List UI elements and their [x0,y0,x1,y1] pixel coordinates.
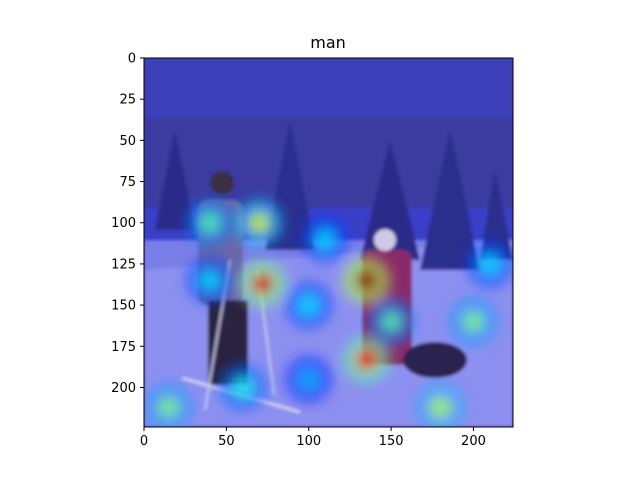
y-axis: 0 25 50 75 100 125 150 175 200 [111,52,144,396]
y-tick-label: 100 [111,216,136,231]
heat-spot [478,252,501,275]
x-tick-label: 0 [140,434,148,449]
plot-area [144,58,513,427]
heat-spot [231,376,254,399]
x-tick-label: 150 [379,434,404,449]
heat-spot [355,348,378,371]
heat-spot [380,310,403,333]
heat-spot [198,269,221,292]
heat-spot [314,228,337,251]
y-tick-label: 50 [119,134,136,149]
chart-title: man [310,33,346,52]
x-tick-label: 50 [218,434,235,449]
y-tick-label: 0 [128,52,136,67]
y-tick-label: 125 [111,257,136,272]
axes-frame [143,57,514,428]
heat-spot [198,211,221,234]
y-tick-label: 25 [119,93,136,108]
y-tick-label: 150 [111,299,136,314]
heat-spot [248,211,271,234]
y-tick-label: 200 [111,381,136,396]
y-tick-label: 75 [119,175,136,190]
x-tick-label: 100 [296,434,321,449]
heat-spot [429,396,452,419]
heat-spot [462,310,485,333]
heat-spot [297,294,320,317]
y-tick-label: 175 [111,340,136,355]
x-axis: 0 50 100 150 200 [140,427,486,449]
heat-spot [251,272,274,295]
heat-spot [157,396,180,419]
heat-spot [355,269,378,292]
x-tick-label: 200 [461,434,486,449]
heat-layer [144,198,513,427]
heat-spot [297,368,320,391]
